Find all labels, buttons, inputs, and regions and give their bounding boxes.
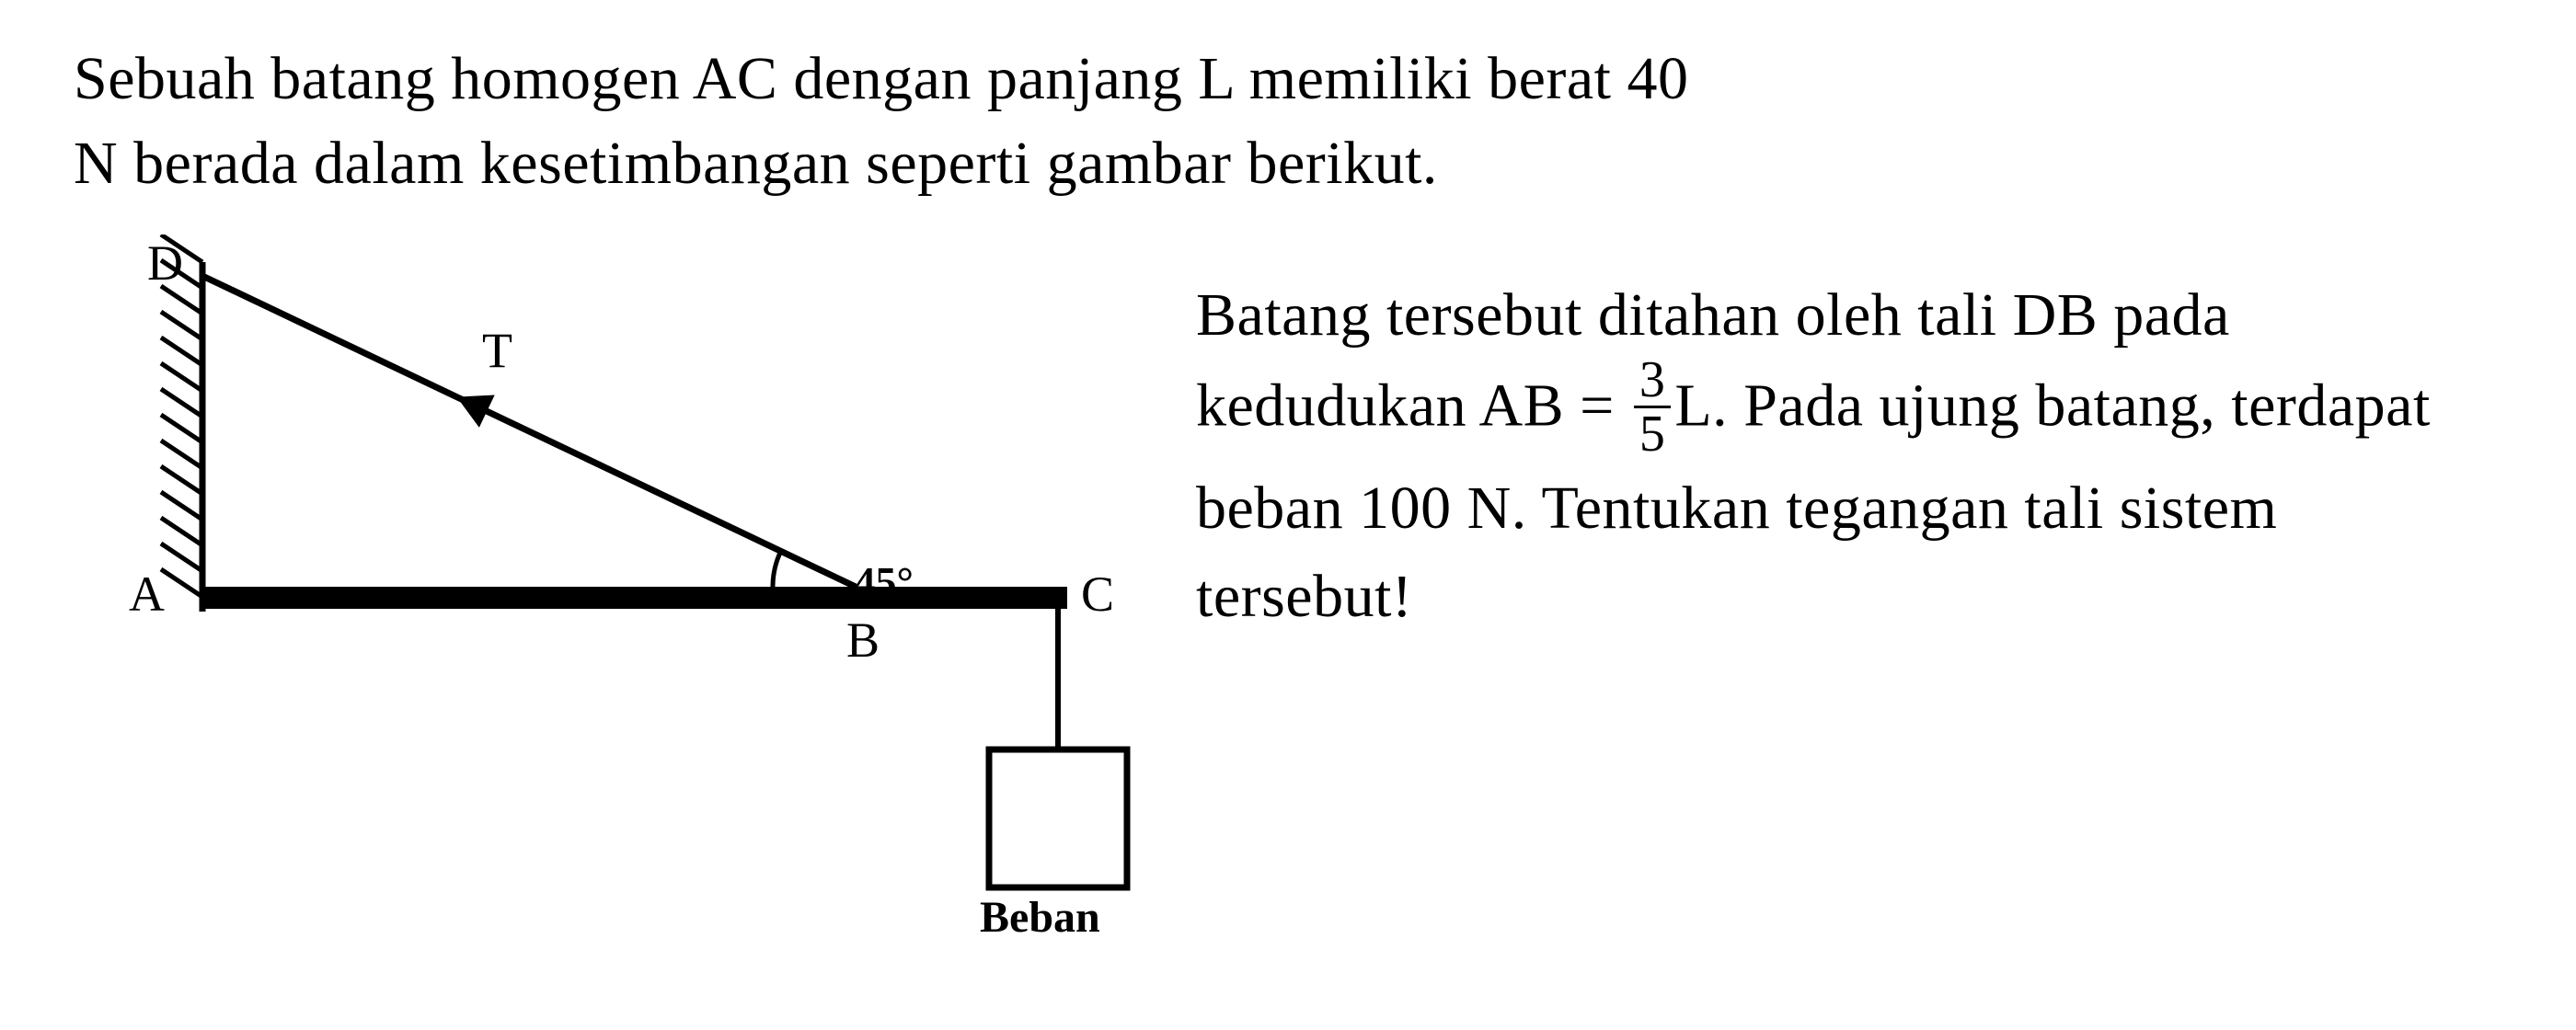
fraction-numerator: 3 <box>1634 354 1672 408</box>
diagram-svg <box>74 235 1159 970</box>
problem-text-right: Batang tersebut ditahan oleh tali DB pad… <box>1196 235 2502 641</box>
label-b: B <box>846 612 880 669</box>
label-a: A <box>129 566 165 623</box>
label-c: C <box>1081 566 1114 623</box>
label-angle: 45° <box>855 557 914 606</box>
fraction: 3 5 <box>1634 354 1672 460</box>
top-line-1: Sebuah batang homogen AC dengan panjang … <box>74 45 1689 112</box>
fraction-denominator: 5 <box>1634 408 1672 460</box>
load-box <box>989 750 1127 887</box>
bar-ac <box>202 587 1067 609</box>
right-part1b: L. <box>1674 372 1728 440</box>
angle-arc <box>773 551 781 587</box>
top-line-2: N berada dalam kesetimbangan seperti gam… <box>74 130 1438 197</box>
label-load: Beban <box>980 892 1100 943</box>
label-d: D <box>147 235 183 292</box>
string-db <box>202 276 856 587</box>
label-t: T <box>482 322 512 379</box>
diagram: D T A B C 45° Beban <box>74 235 1159 970</box>
